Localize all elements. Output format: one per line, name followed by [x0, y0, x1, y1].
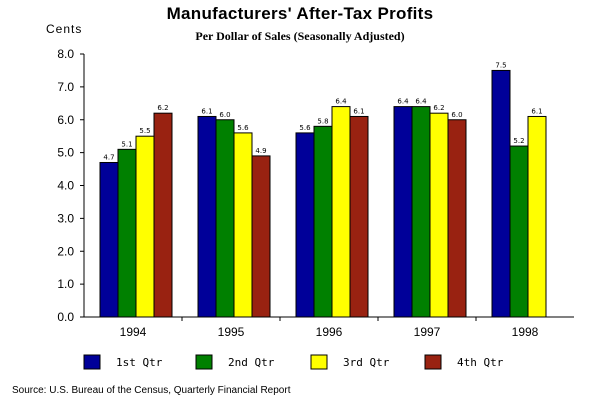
bar: [233, 132, 253, 318]
data-label: 6.4: [415, 98, 427, 106]
data-label: 6.2: [433, 104, 444, 112]
y-tick-label: 0.0: [57, 310, 74, 324]
legend-swatch: [83, 354, 101, 370]
bar: [215, 119, 235, 318]
plot-area: 0.0 1.0 2.0 3.0 4.0 5.0 6.0 7.0 8.0 4.7 5.1 5.5 6.2 1…: [57, 47, 574, 339]
legend: 1st Qtr 2nd Qtr 3rd Qtr 4th Qtr: [83, 354, 504, 370]
data-label: 6.1: [531, 107, 542, 115]
data-label: 7.5: [495, 61, 506, 69]
x-tick-label: 1997: [414, 325, 441, 339]
y-tick-label: 8.0: [57, 47, 74, 61]
data-label: 6.0: [451, 111, 462, 119]
y-tick-label: 5.0: [57, 146, 74, 160]
bar: [509, 145, 529, 318]
legend-label: 3rd Qtr: [343, 356, 390, 369]
bar: [411, 106, 431, 318]
data-label: 6.1: [201, 107, 212, 115]
x-tick-label: 1995: [218, 325, 245, 339]
data-label: 5.6: [237, 124, 249, 132]
bar: [153, 112, 173, 318]
x-tick-label: 1998: [512, 325, 539, 339]
bar: [197, 115, 217, 318]
data-label: 6.1: [353, 107, 364, 115]
data-label: 5.2: [513, 137, 524, 145]
y-tick-label: 1.0: [57, 277, 74, 291]
y-tick-label: 6.0: [57, 113, 74, 127]
data-label: 5.6: [299, 124, 311, 132]
bar: [331, 106, 351, 318]
bar: [393, 106, 413, 318]
bar: [135, 135, 155, 318]
bar: [527, 115, 547, 318]
bar: [99, 161, 119, 318]
legend-swatch: [195, 354, 213, 370]
x-tick-label: 1994: [120, 325, 147, 339]
legend-swatch: [310, 354, 328, 370]
source-note: Source: U.S. Bureau of the Census, Quart…: [12, 385, 291, 396]
bar: [447, 119, 467, 318]
y-tick-label: 2.0: [57, 244, 74, 258]
chart-title: Manufacturers' After-Tax Profits: [166, 4, 434, 23]
legend-label: 2nd Qtr: [228, 356, 275, 369]
data-label: 5.8: [317, 117, 328, 125]
bar: [491, 69, 511, 318]
bar: [429, 112, 449, 318]
data-label: 5.1: [121, 140, 132, 148]
legend-label: 4th Qtr: [457, 356, 504, 369]
chart-subtitle: Per Dollar of Sales (Seasonally Adjusted…: [195, 29, 405, 43]
legend-label: 1st Qtr: [116, 356, 163, 369]
y-tick-label: 4.0: [57, 179, 74, 193]
y-tick-label: 3.0: [57, 211, 74, 225]
data-label: 6.4: [335, 98, 347, 106]
data-label: 4.9: [255, 147, 266, 155]
bar: [313, 125, 333, 318]
bar: [251, 155, 271, 318]
data-label: 6.2: [157, 104, 168, 112]
bar: [295, 132, 315, 318]
bar: [117, 148, 137, 318]
legend-swatch: [424, 354, 442, 370]
x-tick-label: 1996: [316, 325, 343, 339]
data-label: 6.4: [397, 98, 409, 106]
data-label: 5.5: [139, 127, 150, 135]
y-tick-label: 7.0: [57, 80, 74, 94]
bar: [349, 115, 369, 318]
data-label: 6.0: [219, 111, 230, 119]
data-label: 4.7: [103, 153, 114, 161]
y-axis-label: Cents: [46, 22, 83, 36]
